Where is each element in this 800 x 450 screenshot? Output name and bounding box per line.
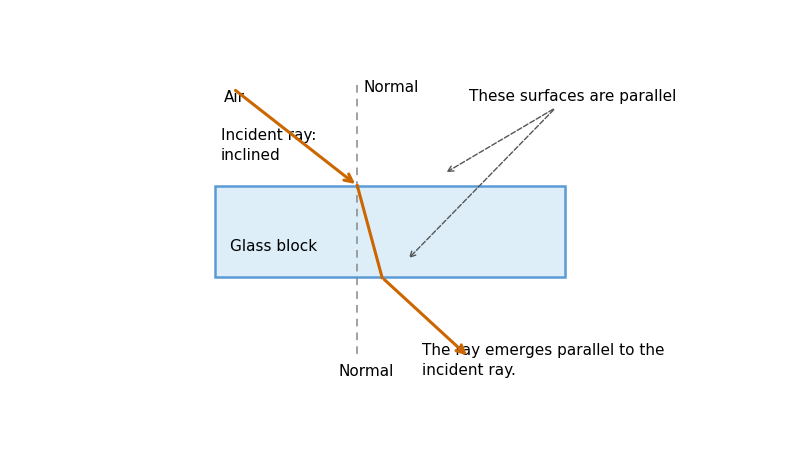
Text: Incident ray:
inclined: Incident ray: inclined	[221, 129, 316, 163]
Text: These surfaces are parallel: These surfaces are parallel	[469, 89, 676, 104]
Text: Air: Air	[224, 90, 245, 105]
Text: The ray emerges parallel to the
incident ray.: The ray emerges parallel to the incident…	[422, 343, 665, 378]
Text: Normal: Normal	[338, 364, 394, 379]
Text: Glass block: Glass block	[230, 239, 318, 254]
Text: Normal: Normal	[363, 80, 419, 95]
Bar	[214, 186, 565, 278]
